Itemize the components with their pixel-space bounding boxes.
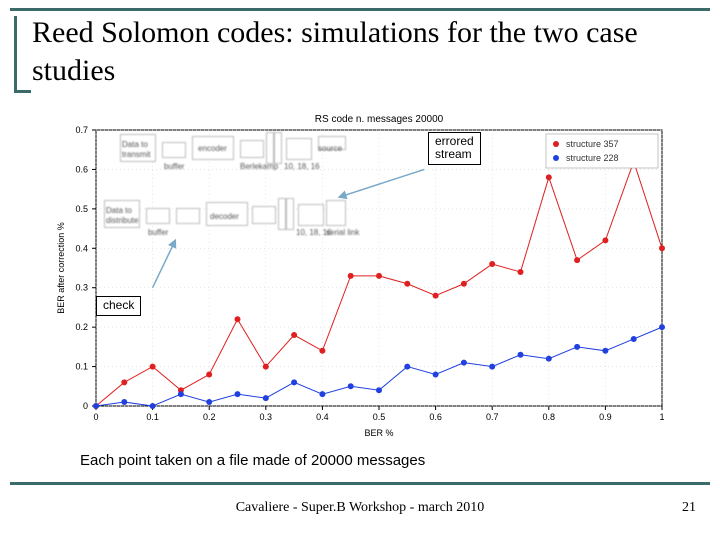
svg-text:0.9: 0.9 bbox=[599, 412, 612, 422]
svg-text:0.3: 0.3 bbox=[75, 283, 88, 293]
svg-text:1: 1 bbox=[659, 412, 664, 422]
svg-text:0.2: 0.2 bbox=[203, 412, 216, 422]
check-label: check bbox=[96, 296, 141, 316]
svg-text:0: 0 bbox=[93, 412, 98, 422]
page-number: 21 bbox=[682, 500, 696, 516]
svg-text:BER after correction %: BER after correction % bbox=[56, 222, 66, 314]
footer-center: Cavaliere - Super.B Workshop - march 201… bbox=[0, 500, 720, 516]
footer-rule bbox=[10, 482, 710, 485]
svg-text:0.4: 0.4 bbox=[316, 412, 329, 422]
svg-text:0.7: 0.7 bbox=[75, 125, 88, 135]
slide-title: Reed Solomon codes: simulations for the … bbox=[32, 14, 720, 89]
errored-stream-label: errored stream bbox=[428, 132, 481, 165]
svg-text:0.7: 0.7 bbox=[486, 412, 499, 422]
svg-text:0.3: 0.3 bbox=[260, 412, 273, 422]
chart-container: 0 0.1 0.2 0.3 0.4 0.5 0.6 0.7 0.8 0.9 1 0 0.1 0.2 0.3 0… bbox=[52, 112, 672, 442]
svg-text:0.2: 0.2 bbox=[75, 322, 88, 332]
svg-text:0.6: 0.6 bbox=[429, 412, 442, 422]
svg-text:structure 228: structure 228 bbox=[566, 153, 619, 163]
svg-text:0: 0 bbox=[83, 401, 88, 411]
svg-text:BER %: BER % bbox=[364, 428, 393, 438]
svg-text:0.5: 0.5 bbox=[75, 204, 88, 214]
svg-text:0.5: 0.5 bbox=[373, 412, 386, 422]
decoder-diagram: Data todistributebufferdecoder10, 18, 16… bbox=[100, 194, 380, 238]
title-accent bbox=[14, 16, 31, 93]
svg-text:RS code n. messages 2000: RS code n. messages 20000 bbox=[315, 114, 444, 125]
slide: Reed Solomon codes: simulations for the … bbox=[0, 0, 720, 540]
svg-text:0.4: 0.4 bbox=[75, 243, 88, 253]
svg-text:0.1: 0.1 bbox=[75, 362, 88, 372]
svg-text:structure 357: structure 357 bbox=[566, 139, 619, 149]
svg-text:0.1: 0.1 bbox=[146, 412, 159, 422]
caption: Each point taken on a file made of 20000… bbox=[80, 452, 425, 469]
encoder-diagram: Data totransmitbufferencodersourceBerlek… bbox=[116, 128, 376, 172]
svg-text:0.6: 0.6 bbox=[75, 164, 88, 174]
svg-text:0.8: 0.8 bbox=[543, 412, 556, 422]
